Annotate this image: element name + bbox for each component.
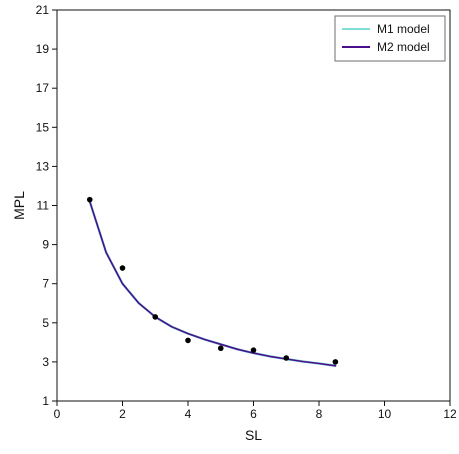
- data-point: [217, 345, 224, 352]
- data-point: [250, 347, 257, 353]
- x-tick-label: 2: [119, 407, 126, 421]
- y-axis-title: MPL: [11, 191, 27, 220]
- y-tick-label: 3: [42, 355, 49, 369]
- data-point: [185, 337, 191, 344]
- data-point: [332, 359, 339, 365]
- y-tick-label: 9: [42, 238, 49, 252]
- y-tick-label: 7: [42, 277, 49, 291]
- x-axis-ticks: 0 2 4 6 8 10 12: [54, 401, 457, 421]
- series-line-m2-model: [89, 200, 337, 367]
- y-tick-label: 19: [36, 42, 50, 56]
- legend-box: [334, 15, 446, 62]
- y-tick-label: 11: [37, 199, 50, 213]
- data-point: [119, 265, 126, 271]
- y-tick-label: 13: [36, 159, 50, 173]
- y-tick-label: 15: [36, 120, 50, 134]
- y-tick-label: 17: [36, 81, 50, 95]
- data-point: [86, 196, 93, 203]
- x-axis-title: SL: [245, 427, 262, 443]
- x-tick-label: 8: [316, 407, 323, 421]
- y-tick-label: 21: [36, 3, 50, 17]
- x-tick-label: 10: [378, 407, 392, 421]
- points-layer: [86, 196, 339, 365]
- legend-label-m1-model: M1 model: [377, 22, 430, 36]
- y-tick-label: 1: [42, 394, 49, 408]
- x-tick-label: 12: [443, 407, 457, 421]
- legend-label-m2-model: M2 model: [377, 40, 430, 54]
- data-point: [152, 314, 159, 320]
- data-point: [283, 355, 290, 361]
- plot-area: [56, 9, 451, 402]
- x-tick-label: 0: [54, 407, 61, 421]
- legend: M1 model M2 model: [334, 15, 446, 62]
- x-tick-label: 6: [250, 407, 257, 421]
- x-tick-label: 4: [185, 407, 192, 421]
- y-tick-label: 5: [42, 316, 49, 330]
- series-layer: [88, 200, 337, 368]
